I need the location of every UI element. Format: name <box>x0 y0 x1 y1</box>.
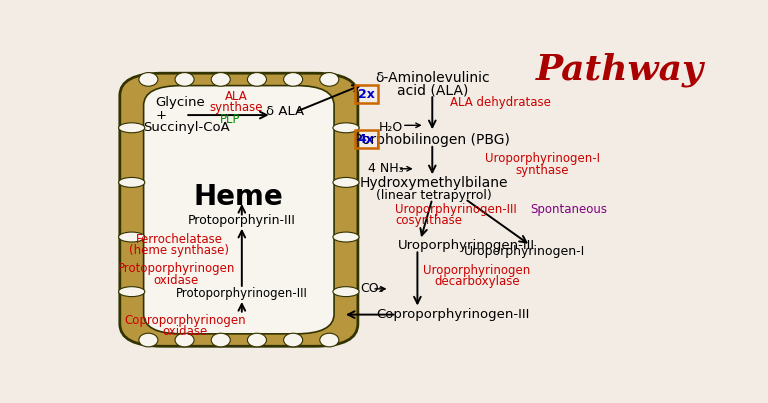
Text: decarboxylase: decarboxylase <box>434 275 520 288</box>
Ellipse shape <box>118 287 145 297</box>
Ellipse shape <box>175 333 194 347</box>
Text: Coproporphyrinogen-III: Coproporphyrinogen-III <box>376 308 530 321</box>
Text: Glycine: Glycine <box>155 96 205 109</box>
Ellipse shape <box>247 73 266 86</box>
Ellipse shape <box>333 177 359 187</box>
Ellipse shape <box>211 73 230 86</box>
Ellipse shape <box>319 73 339 86</box>
Text: δ-Aminolevulinic: δ-Aminolevulinic <box>375 71 490 85</box>
Text: Uroporphyrinogen-I: Uroporphyrinogen-I <box>464 245 585 258</box>
Ellipse shape <box>283 73 303 86</box>
Ellipse shape <box>118 232 145 242</box>
Ellipse shape <box>333 232 359 242</box>
Text: ALA: ALA <box>224 90 247 103</box>
Text: 2x: 2x <box>358 88 375 101</box>
Text: Uroporphyrinogen-I: Uroporphyrinogen-I <box>485 152 600 165</box>
Ellipse shape <box>139 333 158 347</box>
Text: Uroporphyrinogen-III: Uroporphyrinogen-III <box>396 203 517 216</box>
Text: ALA dehydratase: ALA dehydratase <box>450 96 551 109</box>
Text: oxidase: oxidase <box>154 274 199 287</box>
Text: Heme: Heme <box>194 183 283 211</box>
Text: Hydroxymethylbilane: Hydroxymethylbilane <box>359 177 508 190</box>
Text: PLP: PLP <box>220 112 240 126</box>
Text: Spontaneous: Spontaneous <box>531 203 607 216</box>
Ellipse shape <box>247 333 266 347</box>
Text: Pathway: Pathway <box>536 53 703 87</box>
Text: 4x: 4x <box>358 133 375 146</box>
Text: CO₂: CO₂ <box>359 283 383 295</box>
Text: acid (ALA): acid (ALA) <box>396 83 468 97</box>
FancyBboxPatch shape <box>144 85 334 334</box>
Ellipse shape <box>175 73 194 86</box>
Text: cosynthase: cosynthase <box>396 214 462 227</box>
Ellipse shape <box>211 333 230 347</box>
Ellipse shape <box>118 123 145 133</box>
Ellipse shape <box>139 73 158 86</box>
FancyBboxPatch shape <box>120 73 358 346</box>
Text: Uroporphyrinogen: Uroporphyrinogen <box>423 264 531 277</box>
Text: Succinyl-CoA: Succinyl-CoA <box>144 121 230 134</box>
Text: Protoporphyrin-III: Protoporphyrin-III <box>188 214 296 227</box>
Text: (heme synthase): (heme synthase) <box>129 244 230 257</box>
Text: synthase: synthase <box>515 164 569 177</box>
Text: Ferrochelatase: Ferrochelatase <box>136 233 223 246</box>
Text: Protoporphyrinogen-III: Protoporphyrinogen-III <box>176 287 308 300</box>
Text: oxidase: oxidase <box>163 325 208 338</box>
Ellipse shape <box>283 333 303 347</box>
Text: Coproporphyrinogen: Coproporphyrinogen <box>124 314 246 327</box>
Text: (linear tetrapyrrol): (linear tetrapyrrol) <box>376 189 492 202</box>
Text: Uroporphyrinogen-III: Uroporphyrinogen-III <box>399 239 535 252</box>
Text: synthase: synthase <box>209 101 263 114</box>
Ellipse shape <box>333 123 359 133</box>
Text: H₂O: H₂O <box>379 121 402 134</box>
Ellipse shape <box>333 287 359 297</box>
Ellipse shape <box>118 177 145 187</box>
Ellipse shape <box>319 333 339 347</box>
Text: δ ALA: δ ALA <box>266 106 304 118</box>
Text: +: + <box>155 108 167 122</box>
Text: Porphobilinogen (PBG): Porphobilinogen (PBG) <box>354 133 510 147</box>
Text: 4 NH₃: 4 NH₃ <box>368 162 404 175</box>
Text: Protoporphyrinogen: Protoporphyrinogen <box>118 262 235 275</box>
